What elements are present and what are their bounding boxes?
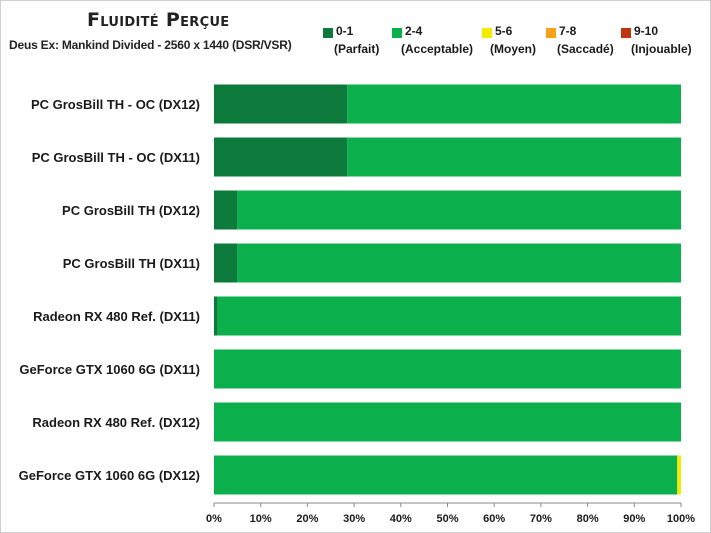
bar-segment-7-1	[214, 455, 678, 495]
legend-desc-0-1: (Parfait)	[334, 42, 380, 56]
bar-segment-0-0	[214, 84, 348, 124]
bar-segment-2-0	[214, 190, 238, 230]
legend-desc-2-4: (Acceptable)	[401, 42, 474, 56]
bar-segment-1-0	[214, 137, 348, 177]
legend-range-0-1: 0-1	[336, 24, 354, 38]
x-tick-label-6: 60%	[483, 513, 505, 525]
category-label-2: PC GrosBill TH (DX12)	[62, 203, 200, 218]
x-tick-label-0: 0%	[206, 513, 222, 525]
legend-range-7-8: 7-8	[559, 24, 577, 38]
legend-desc-7-8: (Saccadé)	[557, 42, 614, 56]
legend-range-5-6: 5-6	[495, 24, 513, 38]
legend-swatch-2-4	[392, 28, 402, 38]
legend-swatch-0-1	[323, 28, 333, 38]
bar-segment-4-1	[217, 296, 682, 336]
x-tick-label-9: 90%	[623, 513, 645, 525]
bar-segment-5-1	[214, 349, 681, 389]
category-label-5: GeForce GTX 1060 6G (DX11)	[19, 362, 200, 377]
category-label-7: GeForce GTX 1060 6G (DX12)	[19, 468, 200, 483]
x-tick-label-1: 10%	[250, 513, 272, 525]
bar-segment-6-1	[214, 402, 681, 442]
bar-segment-4-0	[214, 296, 218, 336]
legend-range-2-4: 2-4	[405, 24, 423, 38]
bar-segment-7-2	[677, 455, 681, 495]
x-tick-label-8: 80%	[577, 513, 599, 525]
category-label-0: PC GrosBill TH - OC (DX12)	[31, 97, 200, 112]
x-tick-label-2: 20%	[296, 513, 318, 525]
x-tick-label-4: 40%	[390, 513, 412, 525]
bar-segment-3-0	[214, 243, 238, 283]
category-label-1: PC GrosBill TH - OC (DX11)	[32, 150, 200, 165]
category-label-6: Radeon RX 480 Ref. (DX12)	[32, 415, 200, 430]
bar-segment-0-1	[347, 84, 681, 124]
legend-swatch-7-8	[546, 28, 556, 38]
x-tick-label-7: 70%	[530, 513, 552, 525]
legend-desc-5-6: (Moyen)	[490, 42, 536, 56]
legend-swatch-9-10	[621, 28, 631, 38]
chart-subtitle: Deus Ex: Mankind Divided - 2560 x 1440 (…	[9, 38, 292, 52]
bar-segment-2-1	[237, 190, 681, 230]
x-tick-label-3: 30%	[343, 513, 365, 525]
legend-range-9-10: 9-10	[634, 24, 659, 38]
x-tick-label-10: 100%	[667, 513, 695, 525]
category-label-3: PC GrosBill TH (DX11)	[63, 256, 200, 271]
bar-segment-3-1	[237, 243, 681, 283]
x-tick-label-5: 50%	[436, 513, 458, 525]
chart-legend: 0-1 (Parfait) 2-4 (Acceptable) 5-6 (Moye…	[1, 23, 710, 63]
legend-desc-9-10: (Injouable)	[631, 42, 692, 56]
category-label-4: Radeon RX 480 Ref. (DX11)	[33, 309, 200, 324]
chart-title: Fluidité Perçue	[87, 9, 230, 31]
bar-segment-1-1	[347, 137, 681, 177]
legend-swatch-5-6	[482, 28, 492, 38]
